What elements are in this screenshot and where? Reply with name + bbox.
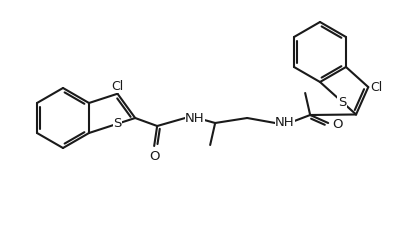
Text: Cl: Cl <box>370 81 383 94</box>
Text: NH: NH <box>185 112 205 124</box>
Text: S: S <box>338 96 347 109</box>
Text: O: O <box>332 119 343 131</box>
Text: Cl: Cl <box>111 80 124 93</box>
Text: O: O <box>149 150 159 163</box>
Text: NH: NH <box>275 116 295 129</box>
Text: S: S <box>113 117 122 130</box>
